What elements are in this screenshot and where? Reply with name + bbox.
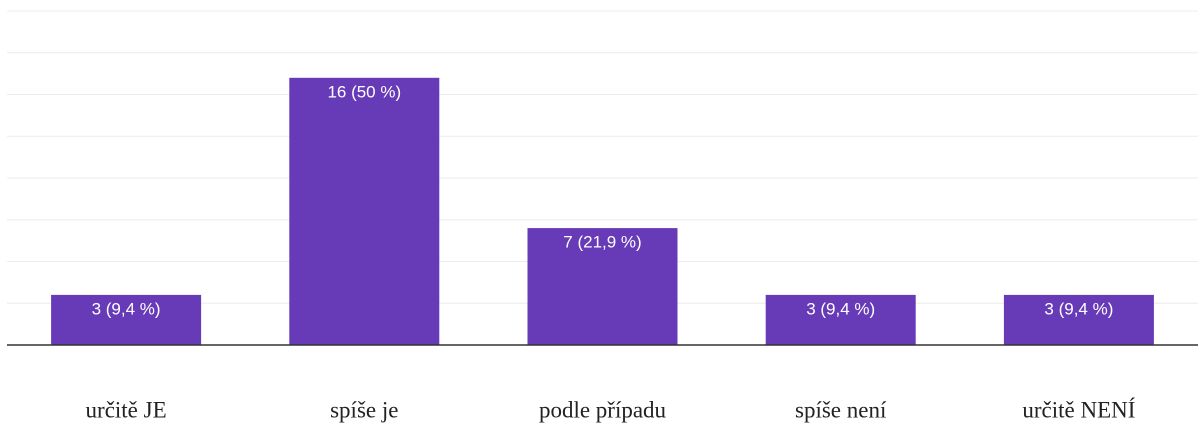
bar — [527, 228, 678, 345]
data-label: 3 (9,4 %) — [1044, 299, 1113, 318]
bar — [51, 294, 202, 345]
x-tick-label: podle případu — [539, 397, 667, 422]
x-tick-label: spíše je — [330, 397, 398, 422]
data-label: 7 (21,9 %) — [563, 233, 641, 252]
bar — [1003, 294, 1154, 345]
data-label: 3 (9,4 %) — [806, 299, 875, 318]
x-tick-label: určitě NENÍ — [1022, 397, 1135, 422]
data-label: 16 (50 %) — [327, 82, 401, 101]
bar — [289, 77, 440, 346]
data-label: 3 (9,4 %) — [92, 299, 161, 318]
x-tick-label: určitě JE — [86, 397, 167, 422]
x-tick-label: spíše není — [795, 397, 887, 422]
bar — [765, 294, 916, 345]
